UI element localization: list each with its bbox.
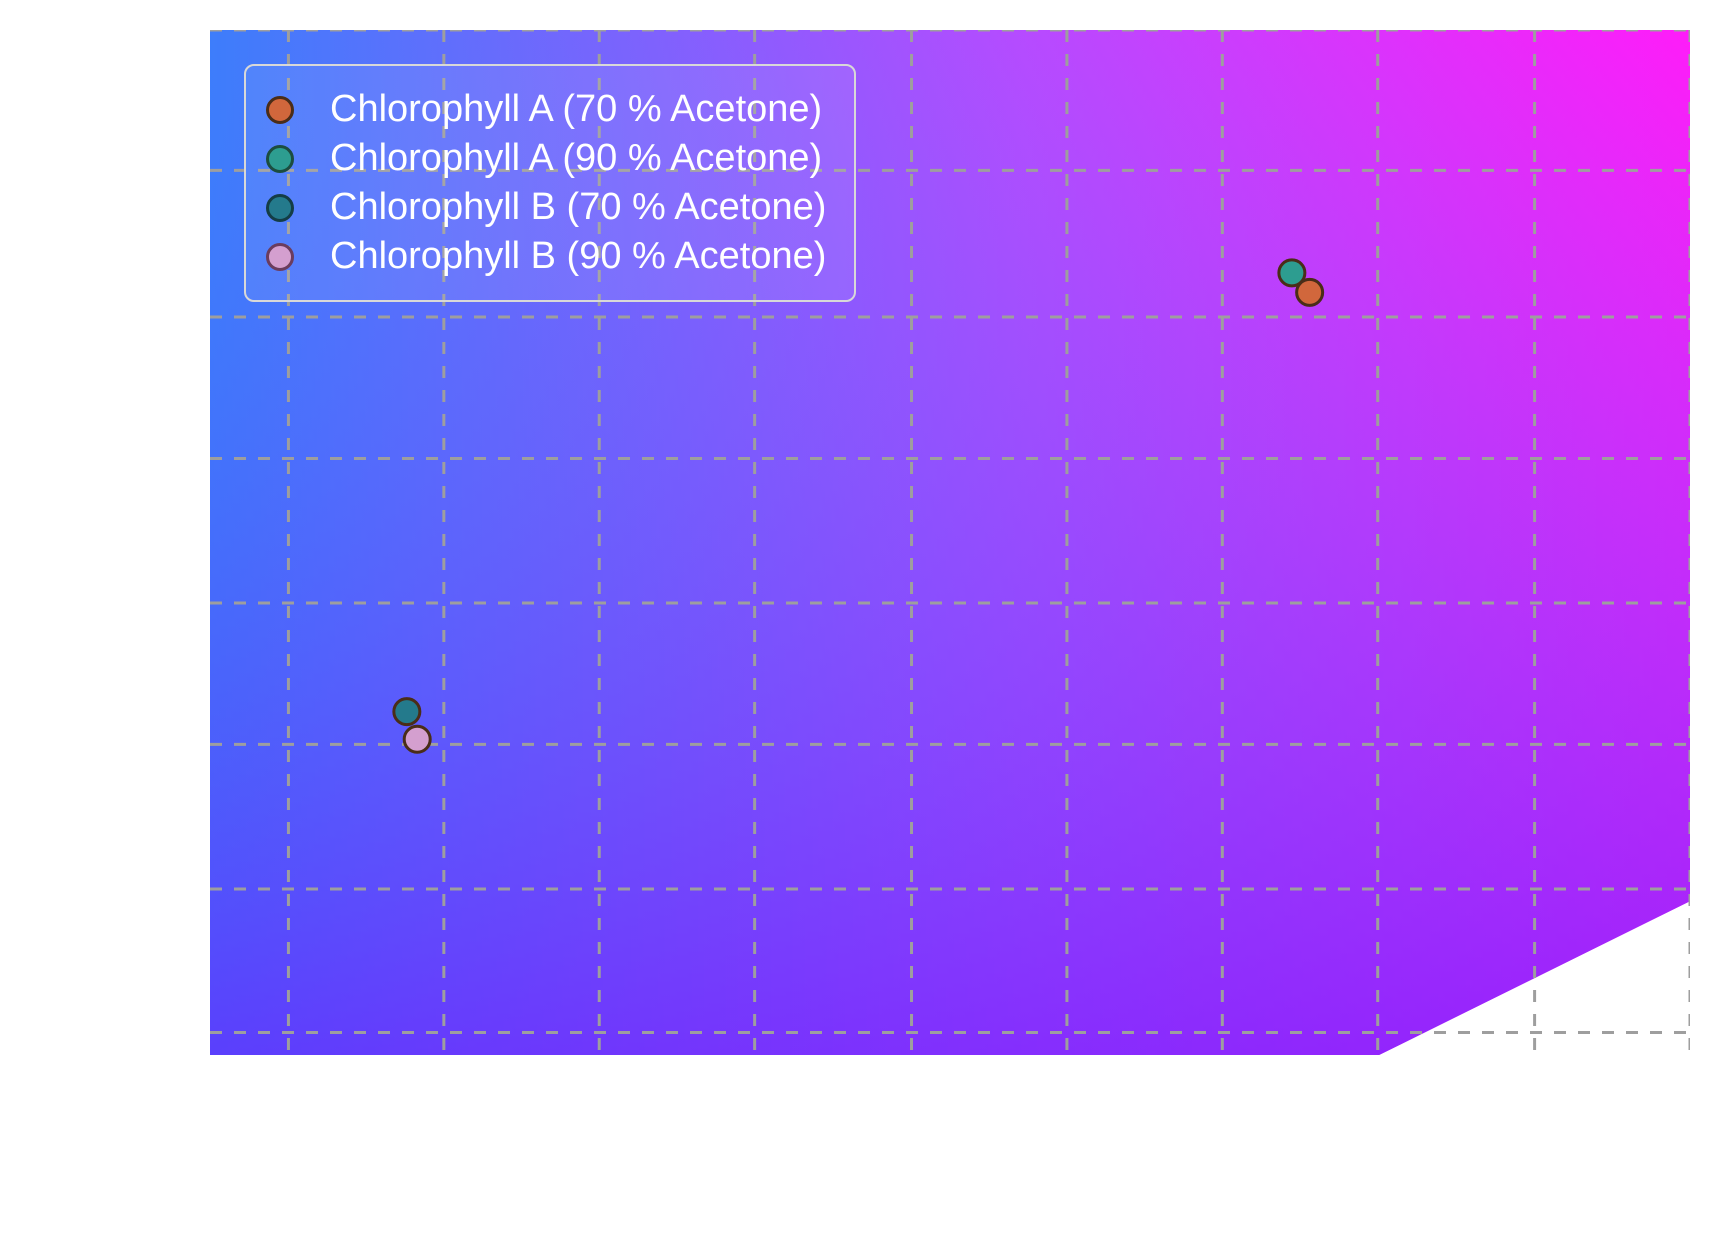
legend-item-1: Chlorophyll A (90 % Acetone) [266, 137, 826, 180]
point-chl-a-90 [1279, 260, 1305, 286]
legend-label: Chlorophyll A (70 % Acetone) [330, 88, 822, 131]
legend-box: Chlorophyll A (70 % Acetone) Chlorophyll … [244, 64, 856, 302]
legend-marker-icon [266, 194, 294, 222]
chart-stage: Chlorophyll A (70 % Acetone) Chlorophyll … [0, 0, 1733, 1249]
point-chl-b-90 [404, 726, 430, 752]
legend-marker-icon [266, 96, 294, 124]
legend-label: Chlorophyll A (90 % Acetone) [330, 137, 822, 180]
legend-marker-icon [266, 145, 294, 173]
legend-item-0: Chlorophyll A (70 % Acetone) [266, 88, 826, 131]
legend-marker-icon [266, 243, 294, 271]
legend-item-2: Chlorophyll B (70 % Acetone) [266, 186, 826, 229]
point-chl-b-70 [394, 699, 420, 725]
legend-label: Chlorophyll B (70 % Acetone) [330, 186, 826, 229]
legend-item-3: Chlorophyll B (90 % Acetone) [266, 235, 826, 278]
legend-label: Chlorophyll B (90 % Acetone) [330, 235, 826, 278]
